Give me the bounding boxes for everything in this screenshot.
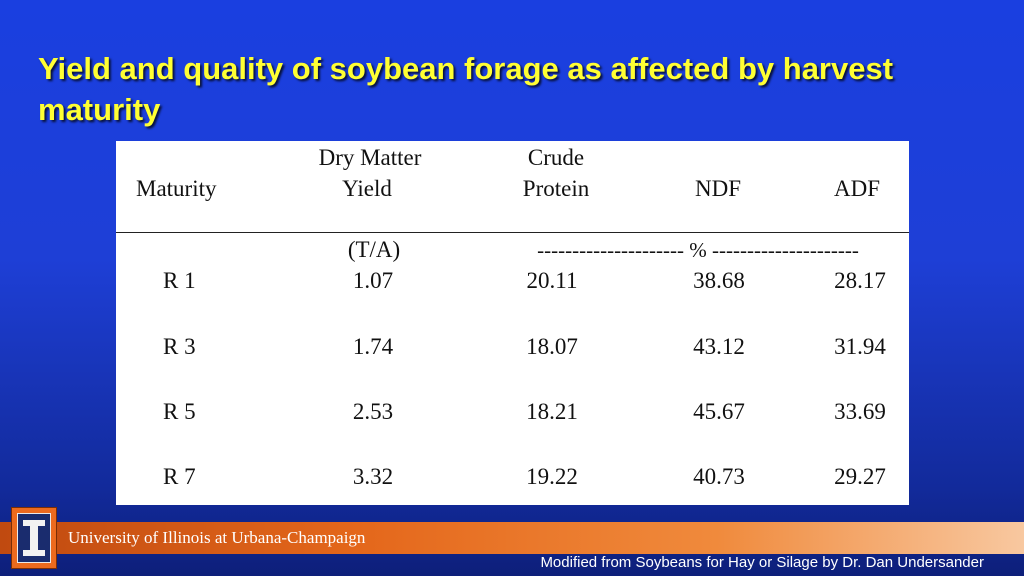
- data-table: Maturity Dry Matter Yield Crude Protein …: [116, 141, 909, 505]
- header-adf: ADF: [833, 176, 881, 201]
- header-divider: [116, 232, 909, 233]
- cell-yield: 1.07: [352, 268, 394, 293]
- cell-protein: 18.07: [526, 334, 578, 359]
- cell-adf: 33.69: [834, 399, 886, 424]
- source-credit: Modified from Soybeans for Hay or Silage…: [540, 554, 984, 571]
- cell-yield: 1.74: [352, 334, 394, 359]
- cell-maturity: R 3: [163, 334, 196, 359]
- institution-name: University of Illinois at Urbana-Champai…: [68, 528, 366, 547]
- header-maturity: Maturity: [136, 176, 217, 201]
- cell-protein: 19.22: [526, 464, 578, 489]
- cell-maturity: R 7: [163, 464, 196, 489]
- cell-maturity: R 5: [163, 399, 196, 424]
- cell-ndf: 40.73: [693, 464, 745, 489]
- cell-adf: 28.17: [834, 268, 886, 293]
- cell-adf: 29.27: [834, 464, 886, 489]
- cell-yield: 3.32: [352, 464, 394, 489]
- cell-ndf: 43.12: [693, 334, 745, 359]
- header-dry-matter-line1: Dry Matter: [318, 145, 422, 170]
- cell-maturity: R 1: [163, 268, 196, 293]
- header-crude-line1: Crude: [527, 145, 585, 170]
- cell-protein: 20.11: [526, 268, 578, 293]
- footer-band: University of Illinois at Urbana-Champai…: [0, 522, 1024, 554]
- header-crude-line2: Protein: [522, 176, 590, 201]
- cell-ndf: 38.68: [693, 268, 745, 293]
- header-dry-matter-line2: Yield: [342, 176, 392, 201]
- slide-title: Yield and quality of soybean forage as a…: [38, 51, 894, 127]
- cell-ndf: 45.67: [693, 399, 745, 424]
- header-ndf: NDF: [694, 176, 742, 201]
- cell-adf: 31.94: [834, 334, 886, 359]
- cell-yield: 2.53: [352, 399, 394, 424]
- illinois-logo-icon: [11, 507, 57, 569]
- cell-protein: 18.21: [526, 399, 578, 424]
- unit-yield: (T/A): [347, 237, 401, 262]
- unit-percent: --------------------- % ----------------…: [537, 238, 859, 262]
